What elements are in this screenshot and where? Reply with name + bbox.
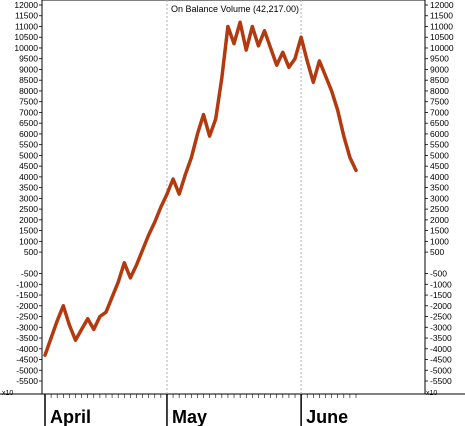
plot-area <box>41 0 426 395</box>
y-tick-label-right: -3000 <box>430 322 452 332</box>
y-tick-label-right: 11500 <box>430 11 453 21</box>
y-tick-label-left: 4500 <box>19 161 38 171</box>
y-tick-label-right: 9000 <box>430 64 449 74</box>
y-tick-label-right: 5500 <box>430 140 449 150</box>
y-tick-label-right: -2500 <box>430 312 452 322</box>
y-tick-label-right: 8000 <box>430 86 449 96</box>
y-tick-label-left: -3000 <box>16 322 38 332</box>
y-tick-label-right: 11000 <box>430 21 453 31</box>
month-label: May <box>172 407 207 426</box>
y-tick-label-left: 1000 <box>19 236 38 246</box>
y-tick-label-right: 10500 <box>430 32 454 42</box>
y-tick-label-right: -500 <box>430 269 447 279</box>
y-tick-label-right: 1500 <box>430 226 449 236</box>
y-tick-label-right: 4500 <box>430 161 449 171</box>
y-tick-label-left: 4000 <box>19 172 38 182</box>
y-tick-label-left: -4000 <box>16 344 38 354</box>
y-tick-label-left: -1000 <box>16 279 38 289</box>
y-tick-label-left: 10000 <box>14 43 38 53</box>
y-tick-label-left: 12000 <box>14 0 38 10</box>
y-tick-label-right: -5500 <box>430 376 452 386</box>
y-tick-label-right: -1500 <box>430 290 452 300</box>
y-tick-label-left: 9000 <box>19 64 38 74</box>
y-tick-label-right: 3000 <box>430 193 449 203</box>
y-tick-label-left: -2000 <box>16 301 38 311</box>
y-tick-label-right: 6500 <box>430 118 449 128</box>
y-tick-label-right: 2000 <box>430 215 449 225</box>
obv-series-line <box>43 20 358 357</box>
y-tick-label-left: 8000 <box>19 86 38 96</box>
y-tick-label-right: -4500 <box>430 355 452 365</box>
y-tick-label-right: 1000 <box>430 236 449 246</box>
y-tick-label-left: 11000 <box>15 21 38 31</box>
y-tick-label-left: 6500 <box>19 118 38 128</box>
y-tick-label-left: -5500 <box>16 376 38 386</box>
y-tick-label-right: -3500 <box>430 333 452 343</box>
y-tick-label-left: 9500 <box>19 54 38 64</box>
month-label: June <box>306 407 348 426</box>
y-tick-label-left: 11500 <box>15 11 38 21</box>
y-multiplier-left: x10 <box>2 390 13 397</box>
y-tick-label-left: -4500 <box>16 355 38 365</box>
y-tick-label-right: -2000 <box>430 301 452 311</box>
y-tick-label-left: -2500 <box>16 312 38 322</box>
y-multiplier-right: x10 <box>426 390 437 397</box>
y-tick-label-right: 500 <box>430 247 444 257</box>
y-tick-label-right: 2500 <box>430 204 449 214</box>
y-tick-label-right: 7000 <box>430 107 449 117</box>
y-tick-label-right: 3500 <box>430 183 449 193</box>
y-tick-label-left: 7000 <box>19 107 38 117</box>
y-tick-label-left: 10500 <box>14 32 38 42</box>
y-tick-label-right: -5000 <box>430 365 452 375</box>
y-tick-label-left: 3500 <box>19 183 38 193</box>
y-tick-label-left: -3500 <box>16 333 38 343</box>
y-tick-label-left: -500 <box>21 269 38 279</box>
y-tick-label-right: 8500 <box>430 75 449 85</box>
chart-title: On Balance Volume (42,217.00) <box>171 4 299 14</box>
y-tick-label-right: 7500 <box>430 97 449 107</box>
y-tick-label-right: 5000 <box>430 150 449 160</box>
y-tick-label-left: 2000 <box>19 215 38 225</box>
y-tick-label-left: 6000 <box>19 129 38 139</box>
y-tick-label-right: 9500 <box>430 54 449 64</box>
y-tick-label-right: 10000 <box>430 43 454 53</box>
y-tick-label-right: -4000 <box>430 344 452 354</box>
y-tick-label-right: 4000 <box>430 172 449 182</box>
y-tick-label-left: 3000 <box>19 193 38 203</box>
y-tick-label-left: 5500 <box>19 140 38 150</box>
month-label: April <box>50 407 91 426</box>
y-tick-label-left: 1500 <box>19 226 38 236</box>
y-tick-label-right: 12000 <box>430 0 454 10</box>
y-tick-label-left: 5000 <box>19 150 38 160</box>
y-tick-label-left: -5000 <box>16 365 38 375</box>
y-tick-label-right: 6000 <box>430 129 449 139</box>
y-tick-label-left: 7500 <box>19 97 38 107</box>
y-tick-label-left: 500 <box>24 247 38 257</box>
y-tick-label-right: -1000 <box>430 279 452 289</box>
y-tick-label-left: -1500 <box>16 290 38 300</box>
y-tick-label-left: 2500 <box>19 204 38 214</box>
y-tick-label-left: 8500 <box>19 75 38 85</box>
